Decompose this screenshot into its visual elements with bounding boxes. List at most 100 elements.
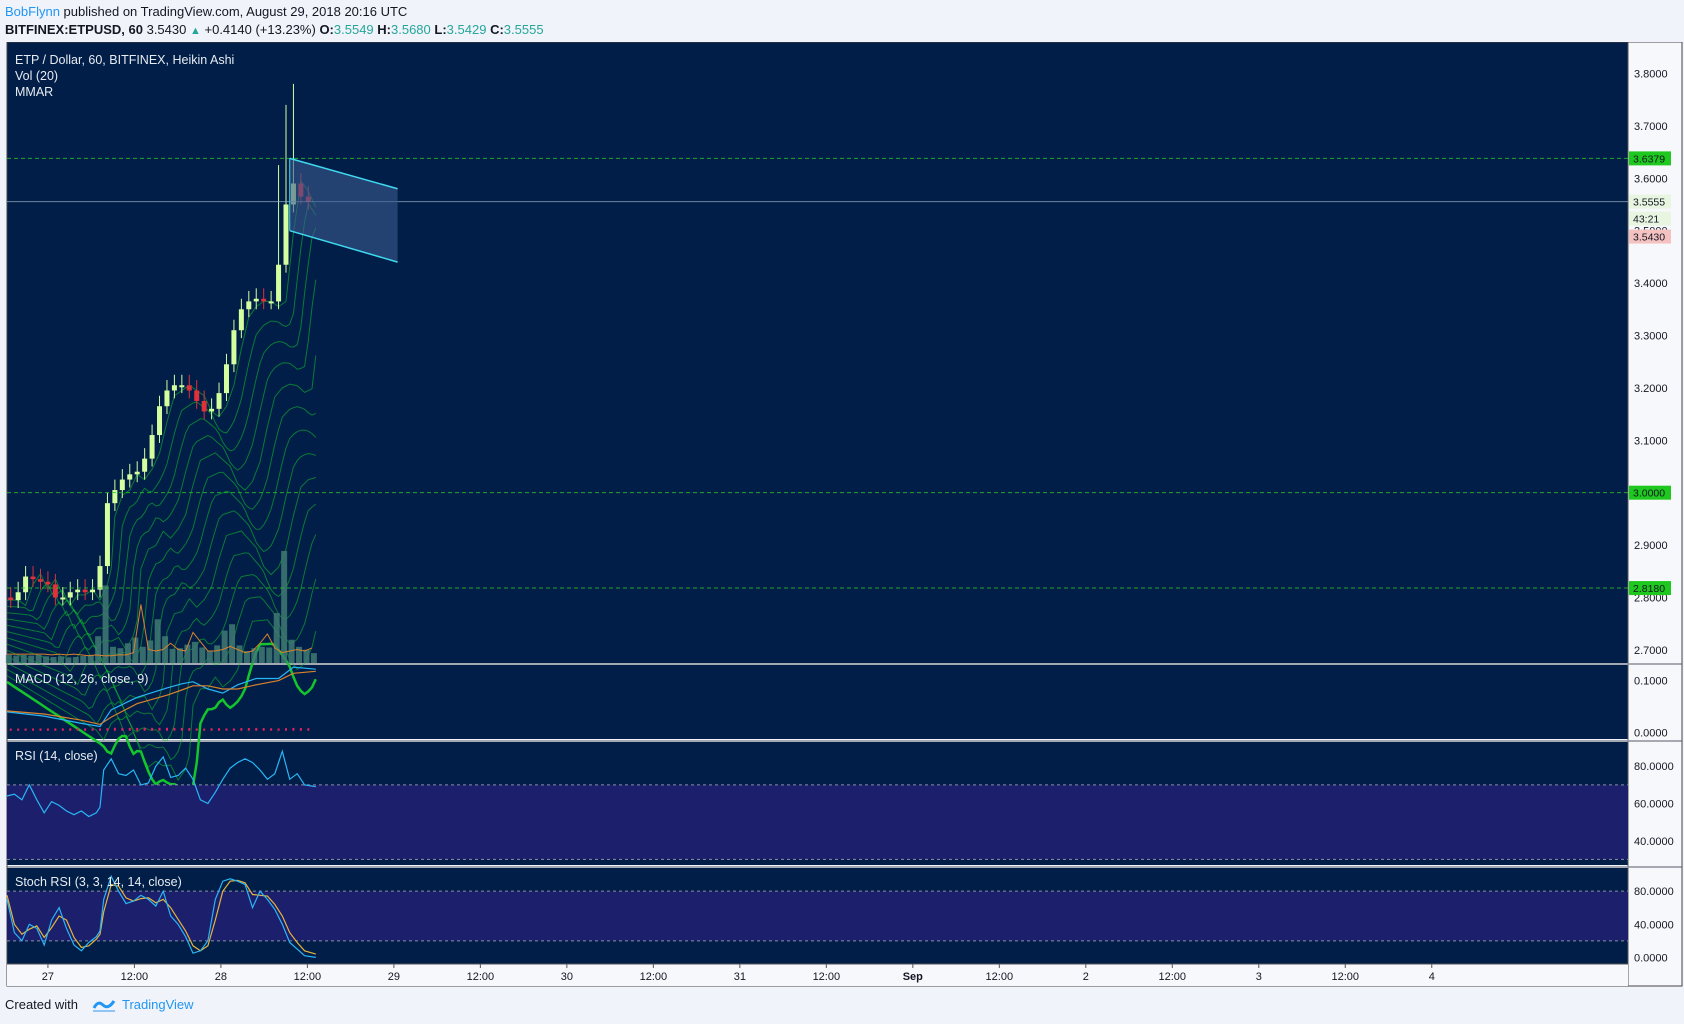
rsi-band xyxy=(7,784,1628,860)
main-pane-title: ETP / Dollar, 60, BITFINEX, Heikin Ashi xyxy=(15,53,234,67)
volume-bar xyxy=(258,646,265,663)
candle-body xyxy=(223,364,229,394)
candle-body xyxy=(37,579,43,582)
candle-body xyxy=(246,301,252,310)
macd-histogram-bar xyxy=(91,728,94,731)
candle-body xyxy=(157,406,163,436)
time-tick-label: 28 xyxy=(215,971,227,983)
candle-body xyxy=(52,584,58,598)
price-tag-label: 43:21 xyxy=(1633,214,1659,226)
volume-bar xyxy=(132,637,139,663)
price-tag-level xyxy=(1629,485,1671,500)
price-tag-label: 3.6379 xyxy=(1633,153,1665,165)
volume-ma-line xyxy=(7,604,313,657)
chart-canvas[interactable]: 3.80003.70003.60003.50003.40003.30003.20… xyxy=(0,42,1684,997)
candle-body xyxy=(60,597,66,600)
candle-body xyxy=(149,435,155,459)
time-tick-label: 12:00 xyxy=(294,971,322,983)
volume-bar xyxy=(169,648,176,663)
candle-body xyxy=(238,309,244,331)
price-tick-label: 3.4000 xyxy=(1634,278,1668,290)
volume-bar xyxy=(13,655,20,663)
candle-body xyxy=(90,589,96,593)
rsi-title: RSI (14, close) xyxy=(15,749,98,763)
channel-upper-line xyxy=(289,157,398,190)
volume-bar xyxy=(221,630,228,663)
macd-histogram-bar xyxy=(270,728,273,731)
macd-histogram-bar xyxy=(218,728,221,731)
candle-body xyxy=(119,479,125,491)
last-price: 3.5430 xyxy=(146,22,187,37)
macd-histogram-bar xyxy=(165,727,168,731)
macd-histogram-bar xyxy=(76,728,79,731)
tradingview-logo-icon xyxy=(92,999,116,1012)
macd-histogram-bar xyxy=(158,727,161,731)
volume-bar xyxy=(50,657,57,663)
volume-bar xyxy=(35,654,42,663)
price-tag-label: 3.0000 xyxy=(1633,488,1665,500)
macd-histogram-bar xyxy=(173,727,176,731)
volume-bar xyxy=(102,585,109,663)
macd-histogram-bar xyxy=(210,728,213,731)
macd-histogram-bar xyxy=(143,727,146,731)
candle-body xyxy=(171,385,177,391)
time-tick-label: Sep xyxy=(903,971,923,983)
time-tick-label: 29 xyxy=(388,971,400,983)
volume-bar xyxy=(28,655,35,663)
price-tick-label: 3.7000 xyxy=(1634,121,1668,133)
macd-tick-label: 0.1000 xyxy=(1634,676,1668,688)
candle-body xyxy=(97,566,103,590)
time-tick-label: 12:00 xyxy=(121,971,149,983)
stoch-tick-label: 0.0000 xyxy=(1634,952,1668,964)
price-tick-label: 3.1000 xyxy=(1634,435,1668,447)
volume-bar xyxy=(214,645,221,663)
macd-histogram-bar xyxy=(69,728,72,731)
macd-histogram-bar xyxy=(128,727,131,731)
macd-histogram-bar xyxy=(255,727,258,731)
high-label: H: xyxy=(377,22,391,37)
mmar-line xyxy=(6,429,317,676)
volume-bar xyxy=(191,641,198,663)
macd-histogram-bar xyxy=(232,728,235,731)
macd-histogram-bar xyxy=(24,728,27,731)
candle-body xyxy=(82,589,88,593)
candle-body xyxy=(283,204,289,265)
candle-body xyxy=(23,576,29,593)
macd-histogram-bar xyxy=(32,728,35,731)
mmar-line xyxy=(6,503,317,726)
price-tick-label: 3.8000 xyxy=(1634,68,1668,80)
macd-histogram-bar xyxy=(99,728,101,731)
price-tick-label: 2.7000 xyxy=(1634,645,1668,657)
volume-bar xyxy=(310,653,317,663)
volume-bar xyxy=(80,655,87,663)
stoch-tick-label: 40.0000 xyxy=(1634,919,1674,931)
macd-histogram-bar xyxy=(195,728,198,731)
macd-histogram-bar xyxy=(203,728,206,731)
stoch-band xyxy=(7,891,1628,941)
indicator-legend: MMAR xyxy=(15,85,53,99)
tradingview-link[interactable]: TradingView xyxy=(84,997,194,1012)
macd-histogram-bar xyxy=(307,728,310,731)
volume-bar xyxy=(243,651,250,663)
macd-histogram-bar xyxy=(180,727,183,731)
candle-body xyxy=(8,597,14,601)
open-value: 3.5549 xyxy=(333,22,374,37)
volume-bar xyxy=(199,647,206,663)
volume-bar xyxy=(87,654,94,663)
macd-histogram-bar xyxy=(240,728,243,731)
rsi-tick-label: 40.0000 xyxy=(1634,836,1674,848)
macd-histogram-bar xyxy=(17,728,20,731)
candle-body xyxy=(112,490,118,504)
time-tick-label: 27 xyxy=(42,971,54,983)
up-arrow-icon: ▲ xyxy=(189,25,201,37)
price-tick-label: 3.2000 xyxy=(1634,383,1668,395)
stoch-tick-label: 80.0000 xyxy=(1634,886,1674,898)
macd-histogram-bar xyxy=(262,728,265,731)
time-tick-label: 4 xyxy=(1429,971,1435,983)
author-link[interactable]: BobFlynn xyxy=(5,4,60,19)
mmar-line xyxy=(6,578,317,761)
open-label: O: xyxy=(319,22,334,37)
volume-bar xyxy=(5,654,12,663)
pane-background-0 xyxy=(7,42,1628,663)
candle-body xyxy=(179,385,185,388)
